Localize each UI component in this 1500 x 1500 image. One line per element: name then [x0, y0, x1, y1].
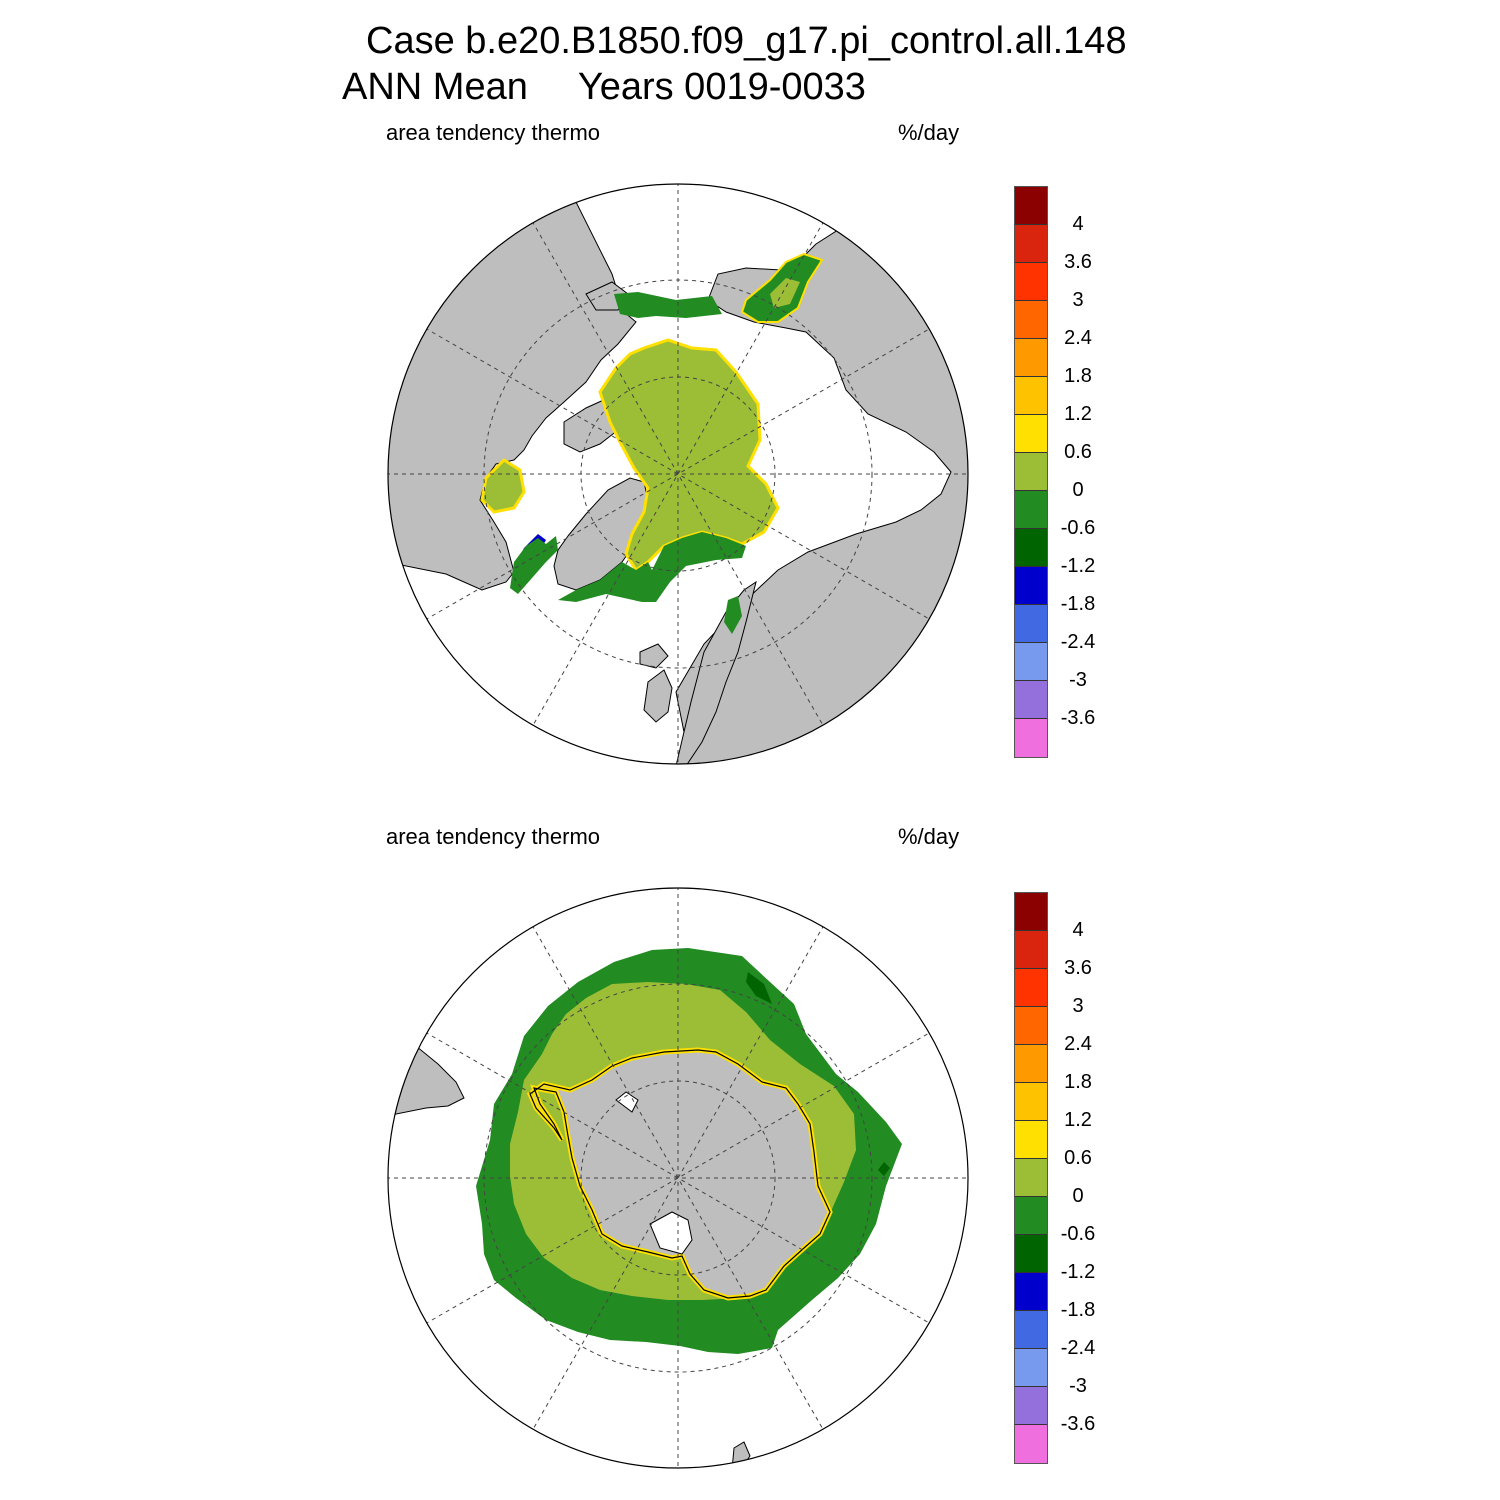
north-colorbar-box	[1015, 719, 1047, 757]
south-colorbar-tick-label: -2.4	[1060, 1337, 1096, 1359]
ice-ross-dark	[878, 1162, 890, 1176]
north-colorbar-box	[1015, 377, 1047, 415]
land-iceland	[639, 643, 669, 669]
ice-weddell-dark	[746, 972, 772, 1004]
north-colorbar-box	[1015, 643, 1047, 681]
north-panel-variable: area tendency thermo	[386, 120, 601, 145]
ice-baltic	[724, 596, 742, 634]
north-colorbar-tick-label: 0.6	[1064, 441, 1092, 463]
north-polar-map	[387, 183, 969, 765]
north-colorbar-tick-label: 3	[1072, 289, 1084, 311]
north-colorbar-tick-label: -0.6	[1060, 517, 1096, 539]
graticule	[388, 184, 968, 764]
north-colorbar-tick-label: 0	[1072, 479, 1084, 501]
north-colorbar-box	[1015, 605, 1047, 643]
north-colorbar	[1014, 186, 1048, 758]
south-colorbar-box	[1015, 1045, 1047, 1083]
ice-shelf-ross	[649, 1211, 693, 1255]
graticule	[388, 888, 968, 1468]
south-colorbar-tick-label: -0.6	[1060, 1223, 1096, 1245]
figure-title-period: ANN Mean Years 0019-0033	[342, 68, 866, 106]
south-colorbar-tick-label: -3.6	[1060, 1413, 1096, 1435]
south-colorbar-tick-label: 4	[1072, 919, 1084, 941]
south-colorbar-tick-label: 3.6	[1064, 957, 1092, 979]
north-colorbar-box	[1015, 681, 1047, 719]
south-colorbar-box	[1015, 1349, 1047, 1387]
ice-bering	[614, 292, 722, 318]
south-colorbar-tick-label: 3	[1072, 995, 1084, 1017]
south-colorbar-box	[1015, 1083, 1047, 1121]
south-colorbar-box	[1015, 1007, 1047, 1045]
years-label: Years 0019-0033	[577, 66, 866, 108]
map-boundary	[387, 887, 969, 1469]
south-colorbar-tick-label: 0	[1072, 1185, 1084, 1207]
south-colorbar-box	[1015, 969, 1047, 1007]
south-colorbar-box	[1015, 1311, 1047, 1349]
north-colorbar-box	[1015, 567, 1047, 605]
ice-shelf-weddell	[615, 1091, 639, 1113]
north-colorbar-box	[1015, 415, 1047, 453]
ice-barents-green	[642, 532, 746, 602]
south-colorbar-tick-label: 2.4	[1064, 1033, 1092, 1055]
south-colorbar-tick-label: 1.8	[1064, 1071, 1092, 1093]
north-colorbar-tick-label: -3	[1069, 669, 1087, 691]
land-uk	[643, 669, 673, 723]
south-colorbar-tick-label: 0.6	[1064, 1147, 1092, 1169]
land-scandinavia	[675, 580, 757, 764]
south-colorbar-box	[1015, 1425, 1047, 1463]
south-colorbar-box	[1015, 931, 1047, 969]
north-colorbar-box	[1015, 491, 1047, 529]
antarctica-coast	[529, 1049, 831, 1299]
north-colorbar-tick-label: 1.2	[1064, 403, 1092, 425]
north-colorbar-tick-label: -3.6	[1060, 707, 1096, 729]
south-colorbar-box	[1015, 1273, 1047, 1311]
south-colorbar-tick-label: -3	[1069, 1375, 1087, 1397]
ice-hudson-bay	[480, 458, 526, 514]
north-colorbar-tick-label: 4	[1072, 213, 1084, 235]
south-colorbar-box	[1015, 893, 1047, 931]
north-colorbar-tick-label: -1.8	[1060, 593, 1096, 615]
south-polar-map	[387, 887, 969, 1469]
figure-title-case: Case b.e20.B1850.f09_g17.pi_control.all.…	[366, 20, 1127, 62]
south-colorbar-tick-label: -1.2	[1060, 1261, 1096, 1283]
south-colorbar	[1014, 892, 1048, 1464]
south-colorbar-tick-label: -1.8	[1060, 1299, 1096, 1321]
north-colorbar-tick-label: -2.4	[1060, 631, 1096, 653]
north-colorbar-box	[1015, 301, 1047, 339]
north-panel-units: %/day	[898, 120, 960, 145]
north-colorbar-box	[1015, 529, 1047, 567]
south-panel-units: %/day	[898, 824, 960, 849]
south-panel-variable: area tendency thermo	[386, 824, 601, 849]
south-colorbar-box	[1015, 1387, 1047, 1425]
north-colorbar-box	[1015, 187, 1047, 225]
ice-okhotsk-inner	[770, 278, 800, 308]
ice-east-greenland	[558, 562, 656, 602]
north-colorbar-tick-label: 3.6	[1064, 251, 1092, 273]
map-boundary	[387, 183, 969, 765]
south-colorbar-box	[1015, 1159, 1047, 1197]
north-colorbar-box	[1015, 339, 1047, 377]
north-colorbar-tick-label: 1.8	[1064, 365, 1092, 387]
north-colorbar-tick-label: 2.4	[1064, 327, 1092, 349]
north-colorbar-box	[1015, 453, 1047, 491]
south-colorbar-tick-label: 1.2	[1064, 1109, 1092, 1131]
north-colorbar-tick-label: -1.2	[1060, 555, 1096, 577]
south-colorbar-box	[1015, 1121, 1047, 1159]
south-colorbar-box	[1015, 1197, 1047, 1235]
north-colorbar-box	[1015, 263, 1047, 301]
south-colorbar-box	[1015, 1235, 1047, 1273]
north-colorbar-box	[1015, 225, 1047, 263]
period-label: ANN Mean	[342, 66, 528, 108]
